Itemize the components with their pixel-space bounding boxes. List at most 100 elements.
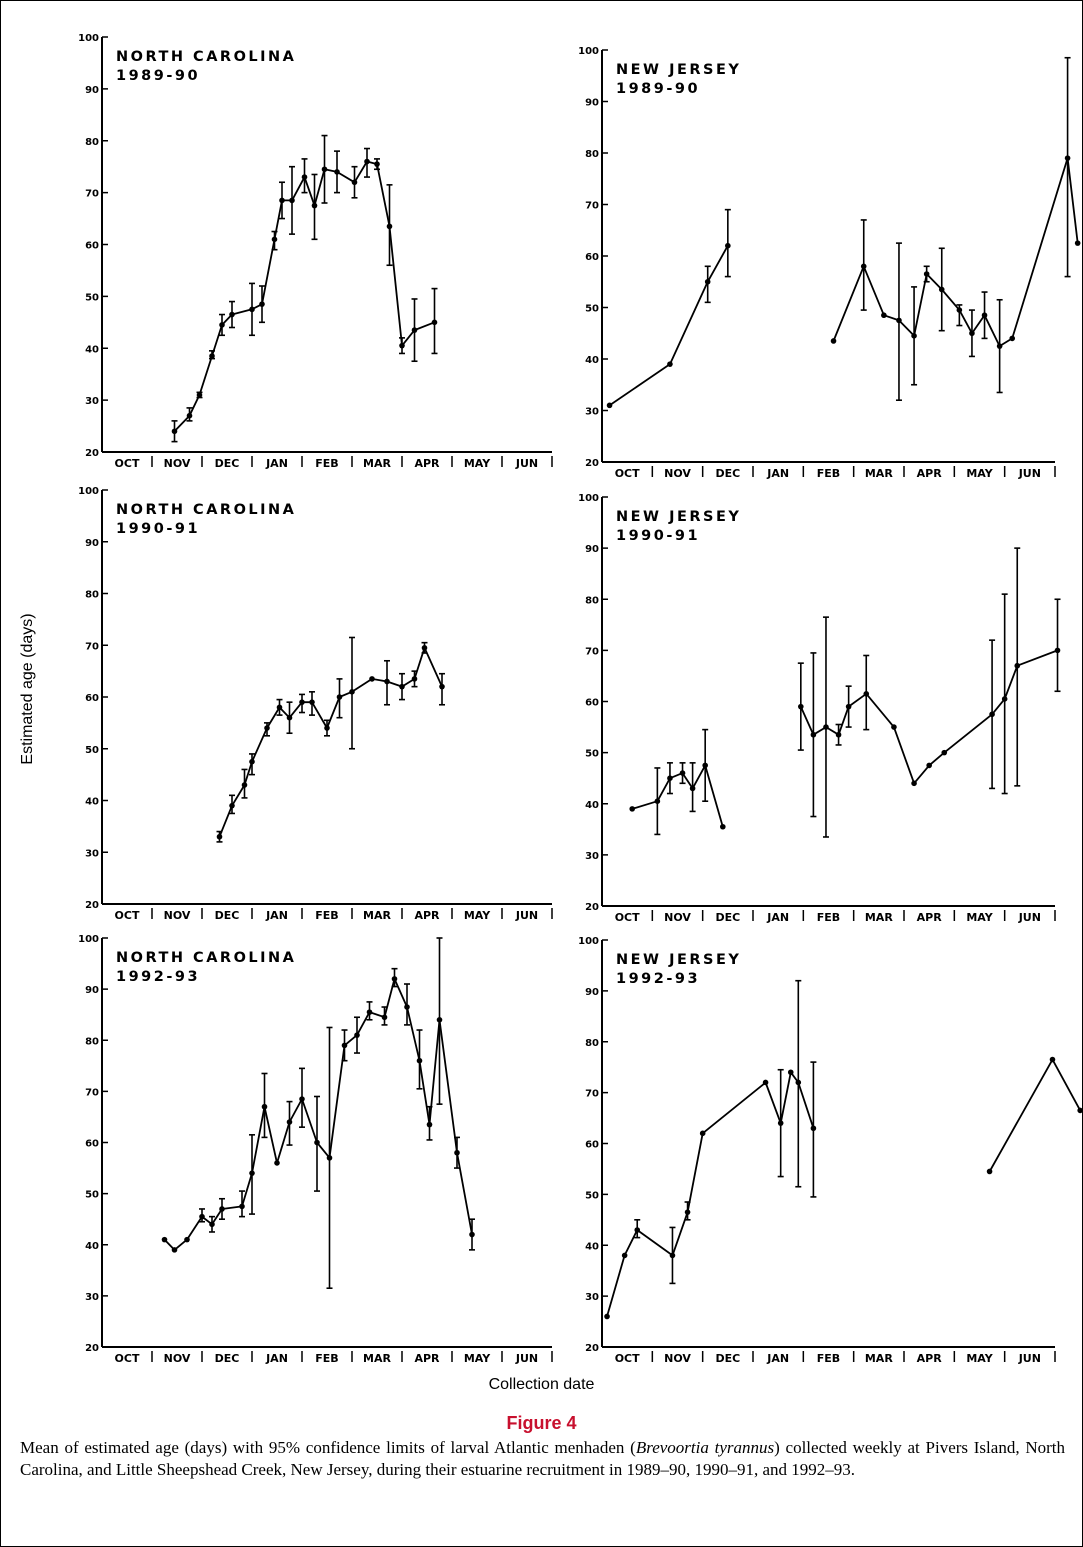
x-tick-label: APR — [414, 909, 440, 922]
data-point — [469, 1231, 475, 1238]
data-point — [923, 271, 930, 277]
y-tick-label: 60 — [585, 1140, 599, 1151]
data-point — [399, 683, 405, 690]
y-tick-label: 50 — [585, 749, 599, 760]
series-line — [606, 1071, 815, 1317]
y-tick-label: 60 — [85, 693, 99, 704]
y-tick-label: 20 — [85, 448, 99, 459]
data-point — [289, 197, 295, 204]
data-point — [391, 976, 398, 982]
y-tick-label: 20 — [85, 900, 99, 911]
data-point — [411, 327, 418, 333]
x-tick-label: MAY — [966, 1352, 993, 1365]
data-point — [667, 775, 673, 781]
y-tick-label: 60 — [585, 698, 599, 709]
data-point — [823, 724, 829, 730]
y-tick-label: 100 — [78, 486, 99, 497]
data-point — [1064, 155, 1071, 161]
panel-5: 20 30 40 50 60 70 80 90 100 OCT NOV DEC JAN FEB MAR APR… — [78, 934, 553, 1365]
y-tick-label: 20 — [585, 458, 599, 469]
y-tick-label: 50 — [85, 1190, 99, 1201]
data-point — [454, 1149, 460, 1156]
x-tick-label: MAY — [966, 467, 993, 480]
data-point — [276, 704, 283, 711]
data-point — [301, 174, 308, 180]
x-tick-label: DEC — [215, 457, 240, 470]
data-point — [969, 330, 975, 337]
y-tick-label: 20 — [585, 1343, 599, 1354]
data-point — [264, 725, 270, 731]
data-point — [606, 402, 613, 409]
y-tick-label: 30 — [585, 407, 599, 418]
x-tick-label: FEB — [315, 457, 338, 470]
data-point — [684, 1209, 691, 1215]
y-tick-label: 40 — [85, 344, 99, 355]
x-tick-label: JAN — [766, 467, 789, 480]
y-tick-label: 20 — [85, 1343, 99, 1354]
data-point — [364, 158, 370, 165]
data-point — [219, 1206, 225, 1212]
data-point — [634, 1227, 641, 1233]
x-tick-label: NOV — [164, 909, 191, 922]
y-tick-label: 70 — [85, 1087, 99, 1098]
y-tick-label: 40 — [585, 1241, 599, 1252]
y-tick-label: 100 — [78, 934, 99, 945]
figure-panels: 20 30 40 50 60 70 80 90 100 OCT NOV DEC JAN FEB MAR APR… — [78, 33, 1083, 1365]
data-point — [341, 1042, 348, 1049]
y-tick-label: 30 — [85, 1292, 99, 1303]
y-tick-label: 70 — [85, 641, 99, 652]
series-line — [832, 157, 1079, 348]
data-point — [725, 242, 731, 249]
x-tick-label: MAY — [464, 909, 491, 922]
data-point — [654, 798, 661, 804]
data-point — [810, 1125, 817, 1132]
data-point — [384, 678, 390, 685]
data-point — [351, 179, 358, 186]
x-tick-label: MAR — [865, 911, 893, 924]
data-point — [679, 770, 686, 776]
panel-title-line: NEW JERSEY — [616, 62, 741, 78]
data-point — [1077, 1107, 1083, 1114]
data-point — [810, 731, 817, 738]
y-tick-label: 90 — [585, 544, 599, 555]
y-tick-label: 80 — [85, 590, 99, 601]
x-tick-label: JUN — [1018, 911, 1041, 924]
data-point — [702, 762, 708, 769]
data-point — [981, 312, 988, 319]
x-tick-label: JUN — [515, 457, 538, 470]
data-point — [381, 1014, 388, 1021]
data-point — [845, 703, 852, 710]
data-point — [324, 725, 330, 731]
x-tick-label: APR — [414, 1352, 440, 1365]
data-point — [669, 1252, 676, 1259]
data-point — [835, 731, 842, 738]
data-point — [863, 691, 870, 697]
x-tick-label: NOV — [164, 457, 191, 470]
data-point — [689, 785, 696, 792]
y-tick-label: 40 — [85, 1241, 99, 1252]
data-point — [261, 1103, 268, 1110]
data-point — [421, 645, 428, 651]
y-tick-label: 60 — [585, 252, 599, 263]
data-point — [386, 223, 393, 230]
data-point — [911, 333, 917, 339]
y-tick-label: 90 — [85, 538, 99, 549]
data-point — [229, 311, 235, 318]
x-tick-label: OCT — [115, 909, 140, 922]
y-tick-label: 50 — [585, 1190, 599, 1201]
y-tick-label: 90 — [585, 98, 599, 109]
data-point — [241, 782, 248, 788]
x-tick-label: JAN — [265, 1352, 288, 1365]
x-tick-label: OCT — [615, 1352, 640, 1365]
y-tick-label: 80 — [585, 595, 599, 606]
data-point — [309, 699, 315, 705]
x-tick-label: MAR — [363, 909, 391, 922]
x-tick-label: JUN — [515, 1352, 538, 1365]
x-tick-label: JAN — [766, 1352, 789, 1365]
x-tick-label: DEC — [715, 911, 740, 924]
x-tick-label: JUN — [1018, 1352, 1041, 1365]
y-tick-label: 90 — [85, 85, 99, 96]
x-tick-label: OCT — [115, 1352, 140, 1365]
series-line — [173, 160, 435, 432]
x-tick-label: NOV — [664, 1352, 691, 1365]
